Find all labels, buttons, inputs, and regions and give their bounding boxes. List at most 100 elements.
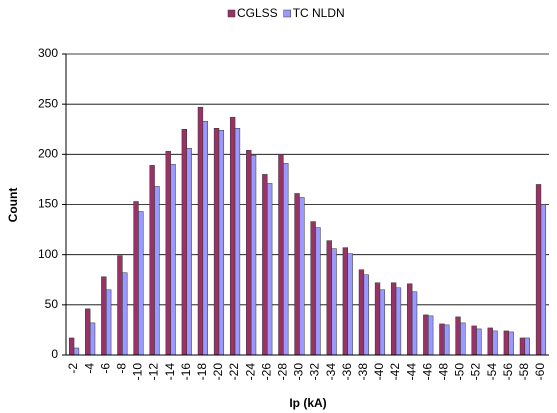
x-tick-label: -50 bbox=[453, 363, 467, 381]
y-tick-label: 150 bbox=[38, 197, 58, 211]
y-axis-label: Count bbox=[6, 188, 20, 223]
bar bbox=[407, 283, 413, 356]
bar bbox=[310, 221, 316, 356]
bar bbox=[411, 291, 418, 356]
x-tick-label: -30 bbox=[292, 363, 306, 381]
x-axis-label: Ip (kA) bbox=[289, 396, 326, 410]
bar bbox=[439, 323, 445, 356]
bar bbox=[471, 325, 477, 356]
x-tick-label: -34 bbox=[324, 363, 338, 381]
bar bbox=[395, 287, 402, 356]
bar bbox=[315, 227, 321, 356]
y-tick-label: 50 bbox=[45, 297, 59, 311]
bar bbox=[503, 330, 510, 356]
bar bbox=[262, 174, 268, 356]
bar bbox=[73, 347, 80, 356]
bar bbox=[524, 337, 530, 356]
bar bbox=[428, 315, 434, 356]
bar bbox=[299, 197, 305, 356]
bar bbox=[278, 154, 284, 356]
bar bbox=[508, 331, 514, 356]
x-tick-label: -52 bbox=[469, 363, 483, 381]
bar bbox=[358, 269, 365, 356]
x-tick-label: -2 bbox=[66, 363, 80, 374]
bar bbox=[165, 151, 171, 356]
x-tick-label: -4 bbox=[82, 363, 96, 374]
bar bbox=[101, 276, 107, 356]
x-tick-label: -22 bbox=[227, 363, 241, 381]
bar bbox=[331, 248, 337, 356]
bar bbox=[213, 127, 220, 356]
legend-label: TC NLDN bbox=[293, 6, 345, 20]
x-tick-label: -48 bbox=[437, 363, 451, 381]
bar bbox=[68, 337, 75, 356]
x-tick-label: -26 bbox=[259, 363, 273, 381]
bar bbox=[492, 330, 498, 356]
x-tick-label: -14 bbox=[163, 363, 177, 381]
bar bbox=[133, 201, 139, 356]
bar bbox=[540, 204, 547, 356]
x-tick-label: -12 bbox=[147, 363, 161, 381]
bar bbox=[347, 253, 353, 356]
bar bbox=[181, 129, 187, 356]
x-tick-label: -44 bbox=[404, 363, 418, 381]
bar bbox=[138, 211, 144, 356]
bar bbox=[326, 240, 332, 356]
x-tick-label: -24 bbox=[243, 363, 257, 381]
bar bbox=[229, 116, 236, 356]
x-tick-label: -18 bbox=[195, 363, 209, 381]
x-tick-label: -38 bbox=[356, 363, 370, 381]
bar bbox=[267, 183, 273, 356]
x-tick-label: -32 bbox=[308, 363, 322, 381]
x-tick-label: -40 bbox=[372, 363, 386, 381]
bar bbox=[149, 165, 155, 356]
bar bbox=[363, 274, 369, 356]
y-tick-label: 200 bbox=[38, 147, 58, 161]
x-tick-label: -58 bbox=[517, 363, 531, 381]
bar bbox=[455, 316, 461, 356]
bar bbox=[423, 314, 429, 356]
x-tick-label: -10 bbox=[131, 363, 145, 381]
legend-label: CGLSS bbox=[237, 6, 278, 20]
bar bbox=[390, 282, 397, 356]
y-tick-label: 250 bbox=[38, 96, 58, 110]
legend-swatch bbox=[227, 9, 236, 18]
bar bbox=[89, 322, 96, 356]
x-tick-label: -28 bbox=[276, 363, 290, 381]
bar bbox=[106, 289, 112, 356]
bar bbox=[186, 148, 192, 356]
x-tick-label: -42 bbox=[388, 363, 402, 381]
bar bbox=[85, 308, 91, 356]
x-tick-label: -36 bbox=[340, 363, 354, 381]
bar bbox=[117, 255, 123, 356]
x-tick-label: -20 bbox=[211, 363, 225, 381]
bar bbox=[283, 163, 289, 356]
bar bbox=[519, 337, 526, 356]
bar bbox=[379, 289, 386, 356]
bar bbox=[170, 164, 176, 356]
x-tick-label: -54 bbox=[485, 363, 499, 381]
bar bbox=[342, 247, 349, 356]
y-tick-label: 100 bbox=[38, 247, 58, 261]
bar bbox=[460, 322, 466, 356]
bar bbox=[374, 282, 381, 356]
bar bbox=[122, 272, 128, 356]
bar bbox=[487, 327, 493, 356]
y-tick-label: 0 bbox=[51, 347, 58, 361]
bar bbox=[197, 106, 204, 356]
x-tick-label: -60 bbox=[533, 363, 547, 381]
x-tick-label: -56 bbox=[501, 363, 515, 381]
x-tick-label: -46 bbox=[420, 363, 434, 381]
x-tick-label: -8 bbox=[115, 363, 129, 374]
y-tick-label: 300 bbox=[38, 46, 58, 60]
bar bbox=[154, 186, 160, 356]
bar bbox=[218, 130, 225, 356]
bar bbox=[246, 150, 252, 356]
x-tick-label: -16 bbox=[179, 363, 193, 381]
bar bbox=[444, 324, 450, 356]
bar bbox=[294, 193, 300, 356]
bar bbox=[476, 328, 482, 356]
bar bbox=[250, 155, 257, 356]
bar bbox=[234, 127, 241, 356]
